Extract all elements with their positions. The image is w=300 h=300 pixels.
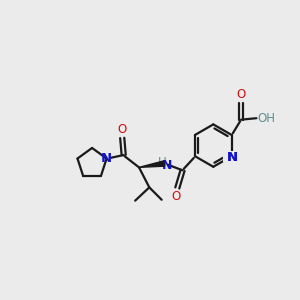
Text: O: O: [236, 88, 246, 101]
Text: N: N: [101, 152, 112, 165]
Text: OH: OH: [258, 112, 276, 125]
Text: N: N: [162, 159, 173, 172]
Polygon shape: [139, 161, 164, 167]
Text: H: H: [158, 157, 167, 169]
Text: O: O: [118, 123, 127, 136]
Text: N: N: [226, 151, 238, 164]
Text: N: N: [226, 151, 238, 164]
Text: O: O: [171, 190, 180, 203]
